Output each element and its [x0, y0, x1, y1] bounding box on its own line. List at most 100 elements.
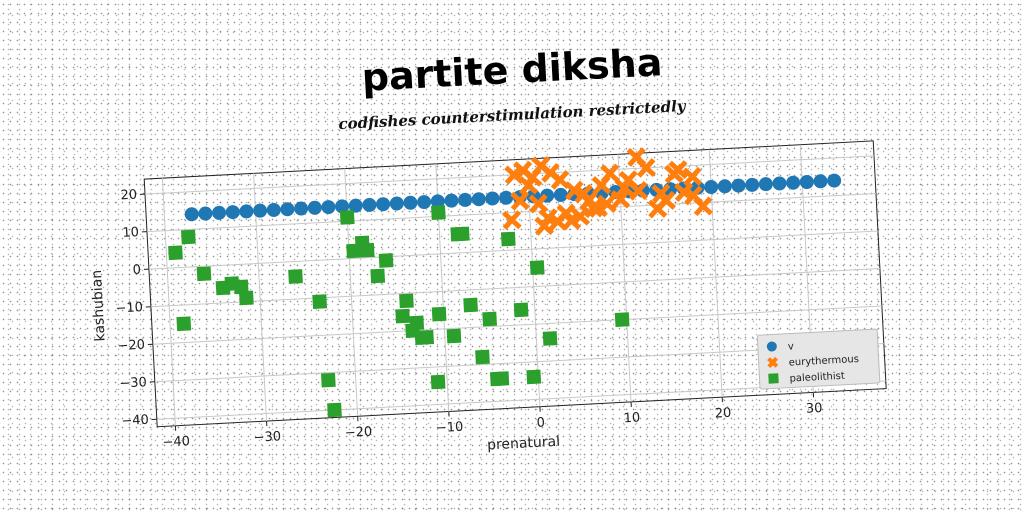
data-point-paleolithist	[378, 253, 394, 268]
data-point-eurythermous	[534, 216, 554, 236]
data-point-paleolithist	[513, 302, 529, 318]
legend-swatch-paleolithist	[768, 373, 779, 384]
data-point-v	[827, 173, 842, 188]
data-point-v	[253, 203, 268, 218]
data-point-paleolithist	[463, 297, 478, 313]
data-point-v	[813, 174, 828, 189]
data-point-v	[471, 192, 486, 207]
data-point-v	[335, 199, 350, 214]
data-point-v	[704, 180, 719, 195]
data-point-paleolithist	[395, 308, 411, 324]
y-grid-line	[146, 192, 876, 233]
data-point-eurythermous	[510, 190, 530, 211]
data-point-paleolithist	[168, 245, 183, 261]
data-point-eurythermous	[561, 210, 582, 231]
x-tick-label: 0	[536, 415, 545, 430]
data-point-v	[553, 187, 568, 202]
data-point-eurythermous	[668, 160, 689, 180]
data-point-eurythermous	[636, 158, 657, 178]
data-point-v	[307, 200, 322, 215]
data-point-v	[458, 192, 473, 207]
data-point-v	[772, 176, 787, 191]
y-tick-label: 10	[122, 225, 139, 241]
data-point-v	[212, 205, 227, 220]
data-point-v	[376, 197, 391, 212]
data-point-paleolithist	[176, 316, 192, 332]
data-point-eurythermous	[651, 183, 672, 204]
data-point-paleolithist	[431, 306, 447, 322]
data-point-eurythermous	[683, 185, 704, 206]
data-point-eurythermous	[628, 181, 649, 201]
data-point-v	[403, 195, 418, 210]
data-point-paleolithist	[446, 328, 462, 344]
data-point-eurythermous	[528, 193, 549, 214]
data-point-eurythermous	[610, 189, 631, 210]
data-point-v	[362, 197, 377, 212]
data-point-v	[348, 198, 363, 213]
x-tick-label: 20	[714, 406, 731, 422]
data-point-v	[430, 194, 445, 209]
data-point-eurythermous	[502, 210, 522, 230]
data-point-paleolithist	[614, 312, 630, 327]
legend-swatch-v	[766, 341, 777, 352]
plot-frame: −40 −30 −20 −10 0 10 20 30 −40 −30 −20 −10 0 10 20 pre…	[89, 140, 887, 454]
data-point-paleolithist	[288, 269, 303, 284]
data-point-v	[731, 178, 746, 193]
data-point-eurythermous	[682, 166, 703, 187]
y-grid-line	[152, 305, 882, 345]
legend-label-paleolithist: paleolithist	[789, 371, 845, 385]
data-point-paleolithist	[339, 210, 355, 225]
data-point-v	[417, 195, 432, 210]
data-point-eurythermous	[547, 211, 568, 232]
data-point-paleolithist	[419, 330, 434, 345]
y-axis-label: kashubian	[89, 269, 109, 341]
x-tick-label: −10	[436, 420, 464, 436]
data-point-eurythermous	[588, 198, 608, 218]
y-grid-line	[144, 155, 875, 195]
data-point-eurythermous	[518, 175, 539, 196]
data-point-v	[321, 200, 336, 215]
data-point-paleolithist	[399, 293, 414, 309]
data-point-paleolithist	[370, 268, 386, 284]
data-point-paleolithist	[526, 369, 542, 385]
legend-box	[756, 328, 881, 390]
x-tick-label: 30	[806, 401, 823, 417]
data-point-v	[225, 205, 240, 220]
data-point-v	[294, 201, 309, 216]
data-point-paleolithist	[239, 290, 254, 306]
data-point-paleolithist	[409, 315, 425, 331]
data-point-eurythermous	[550, 170, 570, 190]
data-point-v	[758, 177, 773, 192]
data-point-v	[745, 177, 760, 192]
y-tick-label: 20	[120, 188, 137, 204]
data-point-v	[499, 190, 514, 205]
y-tick-label: −10	[115, 300, 143, 316]
data-point-paleolithist	[494, 371, 510, 386]
data-point-paleolithist	[475, 349, 490, 365]
data-point-v	[786, 175, 801, 190]
data-point-paleolithist	[321, 372, 336, 388]
data-point-v	[198, 206, 213, 221]
legend-label-v: v	[788, 341, 795, 352]
data-point-paleolithist	[312, 294, 328, 309]
y-grid-line	[148, 230, 878, 270]
data-point-paleolithist	[430, 374, 446, 390]
data-point-paleolithist	[529, 260, 545, 275]
data-point-v	[184, 207, 199, 222]
data-point-eurythermous	[614, 177, 635, 198]
data-point-v	[280, 202, 295, 217]
y-tick-label: −30	[119, 375, 147, 391]
legend-swatch-eurythermous	[767, 356, 779, 369]
legend-label-eurythermous: eurythermous	[788, 354, 859, 369]
x-grid-line	[161, 178, 176, 426]
data-point-v	[444, 193, 459, 208]
data-point-paleolithist	[196, 266, 212, 282]
data-point-v	[266, 202, 281, 217]
data-point-paleolithist	[500, 231, 516, 247]
data-point-paleolithist	[482, 311, 497, 327]
x-tick-label: 10	[623, 410, 640, 426]
legend: v eurythermous paleolithist	[756, 328, 881, 390]
x-tick-label: −40	[162, 434, 190, 450]
data-point-v	[239, 204, 254, 219]
